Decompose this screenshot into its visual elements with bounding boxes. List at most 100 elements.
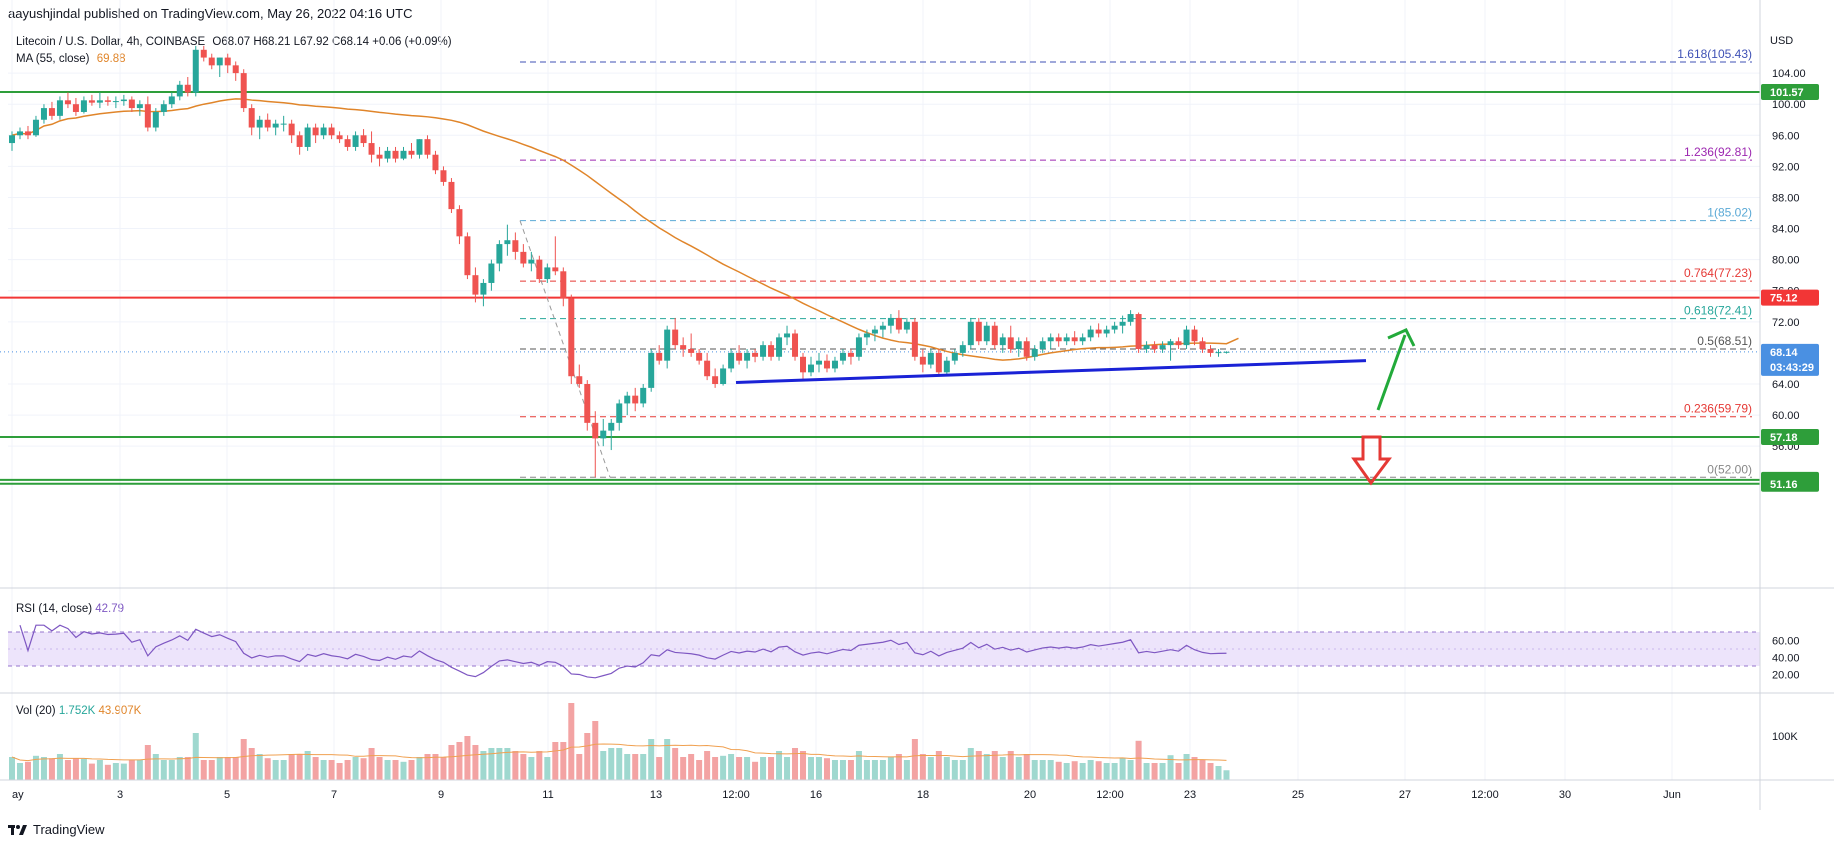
candle <box>112 101 119 103</box>
candle <box>863 333 870 338</box>
volume-bar <box>823 758 830 780</box>
candle <box>911 321 918 357</box>
candle <box>895 317 902 330</box>
candle <box>432 154 439 171</box>
candle <box>352 135 359 147</box>
candle <box>887 317 894 326</box>
volume-bar <box>520 754 527 780</box>
candle <box>1215 352 1222 354</box>
candle <box>192 49 199 93</box>
ma-line <box>11 98 1239 361</box>
candle <box>280 123 287 125</box>
candle <box>504 240 511 245</box>
support-trend-line[interactable] <box>735 359 1367 384</box>
volume-bar <box>879 760 886 780</box>
volume-bar <box>776 751 783 780</box>
volume-bar <box>464 736 471 780</box>
candle <box>1119 321 1126 326</box>
volume-bar <box>112 763 119 780</box>
volume-bar <box>392 760 399 780</box>
price-tag <box>1761 475 1819 492</box>
candle <box>808 364 814 373</box>
candle <box>264 119 271 128</box>
rsi-value: 42.79 <box>95 603 125 615</box>
candle <box>256 119 263 128</box>
volume-bar <box>304 751 311 780</box>
candle <box>1167 341 1174 346</box>
symbol-title[interactable]: Litecoin / U.S. Dollar, 4h, COINBASE <box>16 36 206 48</box>
volume-bar <box>1111 763 1118 780</box>
candle <box>1223 351 1230 353</box>
volume-bar <box>1087 760 1094 780</box>
fib-label: 1(85.02) <box>1707 206 1752 220</box>
price-tick: 92.00 <box>1772 161 1800 173</box>
time-tick: 5 <box>224 789 230 801</box>
volume-bar <box>1143 763 1150 780</box>
volume-bar <box>432 754 439 780</box>
candle <box>408 150 415 155</box>
volume-bar <box>544 757 551 780</box>
candle <box>512 240 519 252</box>
volume-bar <box>1063 763 1070 780</box>
volume-bar <box>983 754 990 780</box>
volume-bar <box>560 742 567 780</box>
volume-bar <box>680 757 687 780</box>
volume-bar <box>616 748 623 780</box>
volume-label[interactable]: Vol (20) <box>16 705 56 717</box>
volume-bar <box>1135 740 1142 780</box>
candle <box>576 376 583 384</box>
volume-bar <box>640 754 647 780</box>
candle <box>376 154 383 159</box>
volume-bar <box>871 760 878 780</box>
candle <box>608 422 615 431</box>
candle <box>96 100 103 103</box>
volume-bar <box>768 757 775 780</box>
candle <box>672 329 679 346</box>
ohlc-readout: O68.07 H68.21 L67.92 C68.14 +0.06 (+0.09… <box>212 36 452 48</box>
volume-bar <box>592 721 599 780</box>
candle <box>1199 341 1206 350</box>
price-tick: 100.00 <box>1772 99 1806 111</box>
volume-bar <box>576 754 583 780</box>
time-tick: 13 <box>650 789 662 801</box>
candle <box>368 143 375 155</box>
volume-bar <box>1007 751 1014 780</box>
chart-canvas[interactable]: 1.618(105.43) 1.236(92.81) 1(85.02) 0.764(7… <box>0 0 1834 820</box>
volume-bar <box>248 748 255 780</box>
volume-bar <box>552 742 559 780</box>
volume-bar <box>831 760 838 780</box>
candle <box>400 150 407 159</box>
candle <box>1159 345 1166 350</box>
candle <box>712 376 719 384</box>
volume-bar <box>88 763 95 780</box>
candle <box>520 251 527 264</box>
volume-bar <box>160 760 167 780</box>
volume-bar <box>1223 770 1230 780</box>
volume-bar <box>72 758 79 780</box>
volume-bar <box>280 760 287 780</box>
candle <box>1031 349 1038 357</box>
time-tick: 12:00 <box>1096 789 1124 801</box>
volume-bar <box>512 751 519 780</box>
candle <box>600 430 607 439</box>
candle <box>935 352 942 373</box>
volume-bar <box>688 754 695 780</box>
volume-bar <box>1199 760 1206 780</box>
candle <box>304 127 311 147</box>
candle <box>1103 329 1110 334</box>
volume-bar <box>600 751 607 780</box>
volume-bar <box>959 760 966 780</box>
price-tick: 104.00 <box>1772 68 1806 80</box>
rsi-label[interactable]: RSI (14, close) <box>16 603 93 615</box>
volume-bar <box>336 763 343 780</box>
price-tag <box>1761 289 1819 306</box>
volume-bar <box>144 745 151 780</box>
candle <box>40 108 47 120</box>
candle <box>664 329 671 361</box>
volume-bar <box>784 757 791 780</box>
volume-bar <box>176 757 183 780</box>
candle <box>744 352 751 361</box>
ma-label[interactable]: MA (55, close) <box>16 53 90 65</box>
time-tick: 9 <box>438 789 444 801</box>
volume-bar <box>272 760 279 780</box>
